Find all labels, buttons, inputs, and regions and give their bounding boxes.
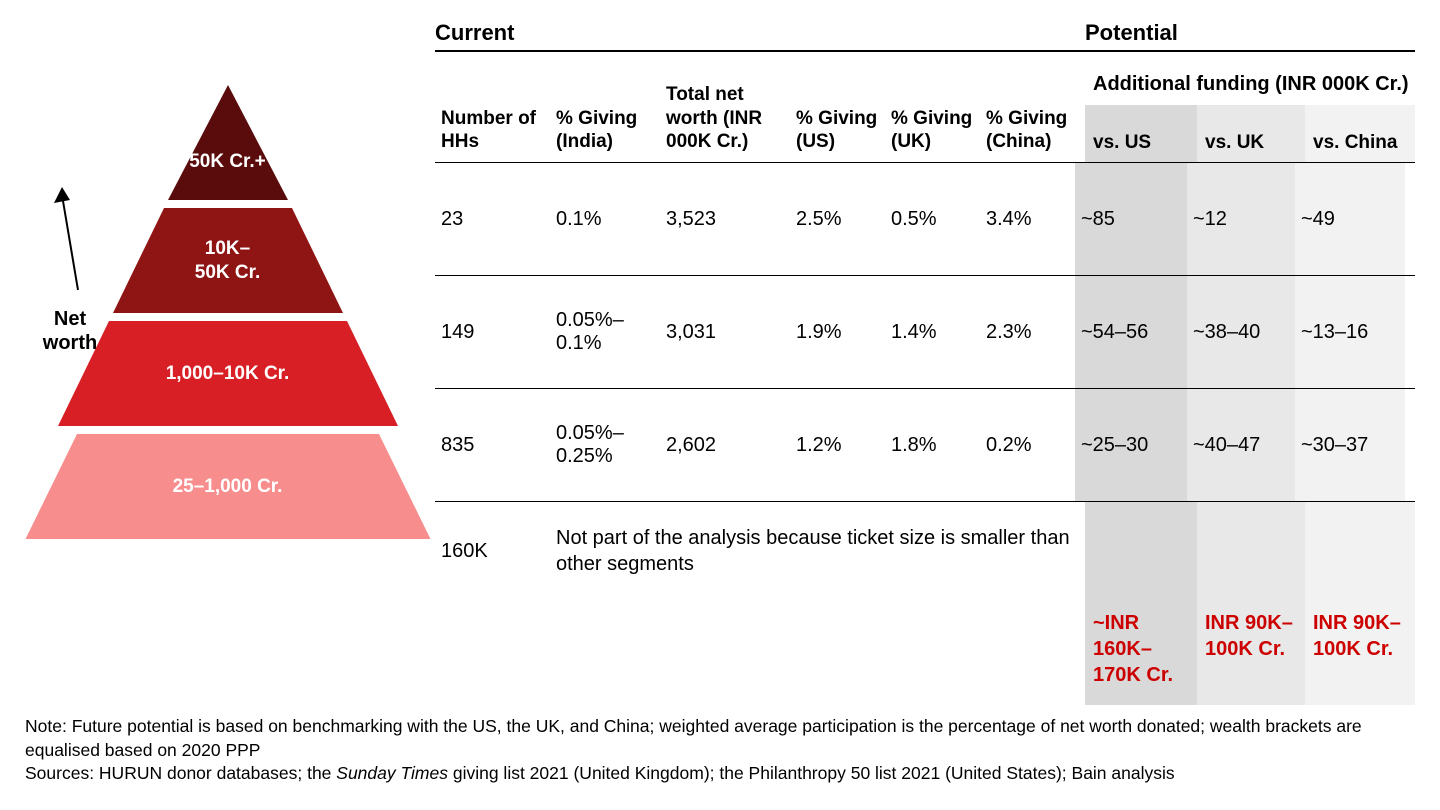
cell-vs-china: ~30–37 xyxy=(1295,389,1405,501)
cell-networth: 3,031 xyxy=(660,321,790,344)
cell-giving-us: 2.5% xyxy=(790,208,885,231)
cell-networth: 3,523 xyxy=(660,208,790,231)
cell-giving-india: 0.05%–0.25% xyxy=(550,422,660,468)
cell-vs-us: ~85 xyxy=(1075,163,1187,275)
table-row: 160KNot part of the analysis because tic… xyxy=(435,502,1415,600)
col-header-giving-us: % Giving (US) xyxy=(790,107,885,163)
cell-hh: 835 xyxy=(435,434,550,457)
col-header-vs-uk: vs. UK xyxy=(1197,105,1305,162)
cell-giving-uk: 1.4% xyxy=(885,321,980,344)
cell-vs-uk: ~38–40 xyxy=(1187,276,1295,388)
total-vs-china: INR 90K–100K Cr. xyxy=(1305,600,1415,705)
cell-vs-china: ~49 xyxy=(1295,163,1405,275)
cell-giving-china: 0.2% xyxy=(980,434,1075,457)
section-title-potential: Potential xyxy=(1085,20,1415,52)
col-header-hh: Number of HHs xyxy=(435,107,550,163)
col-header-vs-china: vs. China xyxy=(1305,105,1415,162)
cell-hh: 149 xyxy=(435,321,550,344)
col-header-vs-us: vs. US xyxy=(1085,105,1197,162)
cell-giving-china: 3.4% xyxy=(980,208,1075,231)
col-header-networth: Total net worth (INR 000K Cr.) xyxy=(660,83,790,162)
total-vs-us: ~INR 160K–170K Cr. xyxy=(1085,600,1197,705)
footer-notes: Note: Future potential is based on bench… xyxy=(25,705,1415,786)
cell-giving-india: 0.05%–0.1% xyxy=(550,309,660,355)
table-body: 230.1%3,5232.5%0.5%3.4%~85~12~491490.05%… xyxy=(435,163,1415,600)
pyramid-column: Net worth 50K Cr.+10K–50K Cr.1,000–10K C… xyxy=(25,20,430,555)
cell-giving-us: 1.2% xyxy=(790,434,885,457)
cell-note: Not part of the analysis because ticket … xyxy=(550,525,1085,577)
cell-networth: 2,602 xyxy=(660,434,790,457)
wealth-pyramid: 50K Cr.+10K–50K Cr.1,000–10K Cr.25–1,000… xyxy=(25,85,430,555)
total-vs-uk: INR 90K–100K Cr. xyxy=(1197,600,1305,705)
potential-subtitle: Additional funding (INR 000K Cr.) xyxy=(1085,62,1415,105)
pyramid-tier-1: 10K–50K Cr. xyxy=(113,208,343,313)
totals-row: ~INR 160K–170K Cr. INR 90K–100K Cr. INR … xyxy=(435,600,1415,705)
pyramid-tier-2: 1,000–10K Cr. xyxy=(58,321,398,426)
cell-vs-us: ~25–30 xyxy=(1075,389,1187,501)
cell-vs-china xyxy=(1305,502,1415,600)
cell-giving-india: 0.1% xyxy=(550,208,660,231)
sources: Sources: HURUN donor databases; the Sund… xyxy=(25,762,1415,786)
cell-vs-uk: ~40–47 xyxy=(1187,389,1295,501)
cell-giving-uk: 1.8% xyxy=(885,434,980,457)
table-row: 1490.05%–0.1%3,0311.9%1.4%2.3%~54–56~38–… xyxy=(435,276,1415,388)
pyramid-tier-3: 25–1,000 Cr. xyxy=(25,434,430,539)
cell-vs-uk xyxy=(1197,502,1305,600)
section-title-current: Current xyxy=(435,20,1085,52)
col-header-giving-uk: % Giving (UK) xyxy=(885,107,980,163)
cell-giving-uk: 0.5% xyxy=(885,208,980,231)
cell-vs-us xyxy=(1085,502,1197,600)
cell-hh: 23 xyxy=(435,208,550,231)
cell-giving-china: 2.3% xyxy=(980,321,1075,344)
pyramid-tier-0: 50K Cr.+ xyxy=(168,85,288,200)
cell-vs-uk: ~12 xyxy=(1187,163,1295,275)
main-layout: Net worth 50K Cr.+10K–50K Cr.1,000–10K C… xyxy=(25,20,1415,705)
cell-vs-china: ~13–16 xyxy=(1295,276,1405,388)
cell-vs-us: ~54–56 xyxy=(1075,276,1187,388)
cell-giving-us: 1.9% xyxy=(790,321,885,344)
footnote: Note: Future potential is based on bench… xyxy=(25,715,1415,762)
table-row: 230.1%3,5232.5%0.5%3.4%~85~12~49 xyxy=(435,163,1415,275)
col-header-giving-india: % Giving (India) xyxy=(550,107,660,163)
table-row: 8350.05%–0.25%2,6021.2%1.8%0.2%~25–30~40… xyxy=(435,389,1415,501)
cell-hh: 160K xyxy=(435,540,550,563)
col-header-giving-china: % Giving (China) xyxy=(980,107,1075,163)
data-table: Current Number of HHs % Giving (India) T… xyxy=(430,20,1415,705)
